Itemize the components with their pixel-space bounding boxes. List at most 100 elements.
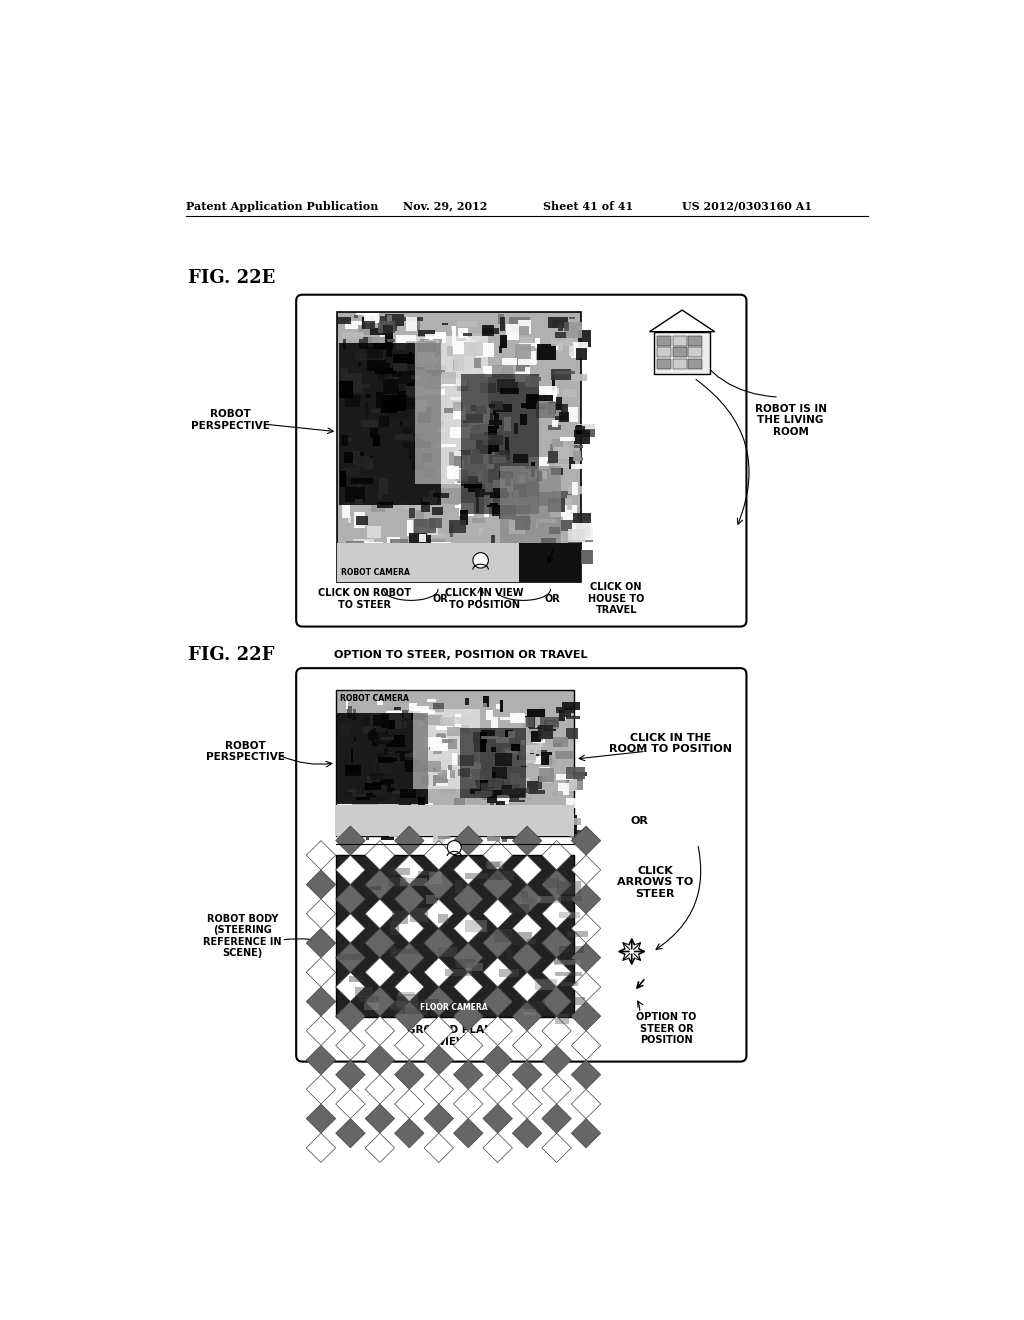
Bar xyxy=(337,313,582,582)
Bar xyxy=(375,368,396,375)
Bar xyxy=(339,381,353,397)
Bar xyxy=(565,767,585,779)
Polygon shape xyxy=(571,973,601,1002)
Polygon shape xyxy=(512,826,542,855)
Bar xyxy=(521,741,525,747)
Polygon shape xyxy=(571,826,601,855)
Bar xyxy=(522,898,535,903)
Bar xyxy=(547,461,555,465)
Bar xyxy=(436,734,446,743)
Bar xyxy=(566,729,579,739)
Bar xyxy=(368,527,381,537)
Bar xyxy=(521,755,527,767)
Bar xyxy=(567,495,572,510)
Bar xyxy=(549,535,562,548)
Bar xyxy=(458,477,468,483)
Bar xyxy=(370,730,374,741)
Bar xyxy=(402,1007,427,1014)
Bar xyxy=(351,478,373,484)
Polygon shape xyxy=(454,855,483,884)
Bar xyxy=(654,331,710,374)
Text: CLICK ON ROBOT
TO STEER: CLICK ON ROBOT TO STEER xyxy=(317,587,411,610)
Bar xyxy=(336,689,573,836)
Bar xyxy=(354,987,373,997)
Bar xyxy=(378,549,385,565)
Bar xyxy=(524,715,527,727)
Bar xyxy=(566,322,583,338)
Bar xyxy=(336,805,573,836)
Polygon shape xyxy=(512,1089,542,1118)
Bar xyxy=(366,833,370,840)
Bar xyxy=(432,507,443,515)
Bar xyxy=(539,519,556,523)
Bar xyxy=(435,726,453,730)
Bar xyxy=(484,371,498,378)
Bar xyxy=(398,371,415,384)
Bar xyxy=(480,783,494,796)
Bar xyxy=(467,821,485,824)
Bar xyxy=(377,814,388,828)
Polygon shape xyxy=(424,899,454,928)
Bar xyxy=(503,358,517,364)
Polygon shape xyxy=(571,1089,601,1118)
Bar xyxy=(433,494,450,498)
Bar xyxy=(547,722,559,730)
Bar xyxy=(560,437,574,441)
Bar xyxy=(372,363,390,370)
Bar xyxy=(413,433,424,437)
Bar xyxy=(525,717,534,726)
Bar xyxy=(574,429,595,437)
Bar xyxy=(567,774,583,780)
Polygon shape xyxy=(454,1002,483,1031)
Bar xyxy=(562,705,569,713)
Bar xyxy=(455,478,463,483)
Bar xyxy=(374,549,394,560)
FancyBboxPatch shape xyxy=(296,668,746,1061)
Bar xyxy=(515,821,529,832)
Bar xyxy=(483,436,503,445)
Bar xyxy=(486,503,499,507)
Bar xyxy=(555,972,582,977)
Bar xyxy=(346,701,348,709)
Bar xyxy=(342,333,364,339)
Bar xyxy=(552,375,555,391)
Bar xyxy=(506,323,519,341)
Bar xyxy=(396,774,404,779)
Bar xyxy=(555,751,574,759)
Bar xyxy=(476,781,494,788)
Bar xyxy=(556,397,562,411)
Bar xyxy=(514,788,529,793)
Bar xyxy=(512,752,526,766)
Polygon shape xyxy=(483,1104,512,1133)
Bar xyxy=(372,741,379,746)
Bar xyxy=(366,458,373,469)
Bar xyxy=(456,548,463,560)
Bar xyxy=(446,805,449,809)
Bar xyxy=(529,500,534,511)
Bar xyxy=(580,527,593,543)
Bar xyxy=(419,527,433,533)
Circle shape xyxy=(473,553,488,568)
Bar xyxy=(390,545,399,550)
Text: ROBOT
PERSPECTIVE: ROBOT PERSPECTIVE xyxy=(207,741,286,762)
Bar xyxy=(479,528,482,533)
Bar xyxy=(481,777,484,791)
Bar xyxy=(472,758,477,760)
Polygon shape xyxy=(454,884,483,913)
Bar xyxy=(387,339,394,342)
Bar xyxy=(339,954,364,960)
Bar xyxy=(541,717,558,727)
Bar xyxy=(391,791,403,795)
Bar xyxy=(400,403,414,409)
Bar xyxy=(462,763,481,768)
Bar xyxy=(475,405,486,414)
Polygon shape xyxy=(542,899,571,928)
Bar xyxy=(496,704,500,709)
Bar xyxy=(464,479,482,488)
Bar xyxy=(455,958,474,968)
Bar xyxy=(395,434,414,441)
Bar xyxy=(538,471,542,480)
Bar xyxy=(367,368,373,374)
Bar xyxy=(400,878,427,886)
Bar xyxy=(376,392,383,408)
